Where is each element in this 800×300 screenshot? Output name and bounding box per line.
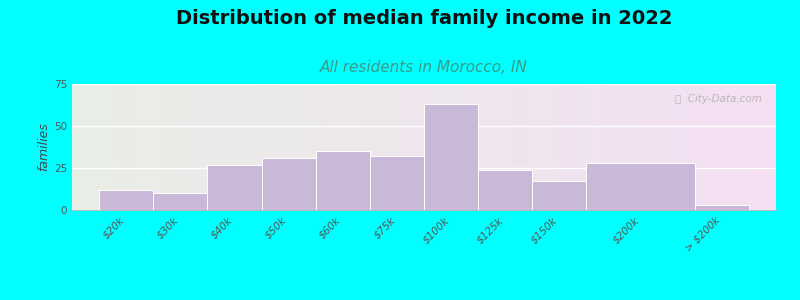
Bar <box>478 170 532 210</box>
Bar <box>345 84 360 210</box>
Bar <box>739 84 754 210</box>
Bar <box>436 84 451 210</box>
Bar <box>451 84 466 210</box>
Bar <box>148 84 163 210</box>
Bar <box>694 205 749 210</box>
Bar <box>694 84 709 210</box>
Bar <box>238 84 254 210</box>
Bar <box>527 84 542 210</box>
Bar <box>178 84 194 210</box>
Bar <box>785 84 800 210</box>
Bar <box>262 158 316 210</box>
Bar <box>558 84 572 210</box>
Bar <box>370 156 424 210</box>
Bar <box>194 84 209 210</box>
Bar <box>678 84 694 210</box>
Bar <box>72 84 87 210</box>
Bar <box>482 84 497 210</box>
Bar <box>87 84 102 210</box>
Text: All residents in Morocco, IN: All residents in Morocco, IN <box>320 60 528 75</box>
Bar <box>269 84 284 210</box>
Bar <box>209 84 224 210</box>
Bar <box>207 165 262 210</box>
Y-axis label: families: families <box>37 123 50 171</box>
Bar <box>586 163 694 210</box>
Bar <box>118 84 133 210</box>
Bar <box>314 84 330 210</box>
Bar <box>542 84 558 210</box>
Bar <box>572 84 587 210</box>
Bar <box>254 84 269 210</box>
Text: Distribution of median family income in 2022: Distribution of median family income in … <box>176 9 672 28</box>
Bar <box>618 84 633 210</box>
Bar <box>587 84 602 210</box>
Bar <box>406 84 421 210</box>
Text: ⓘ  City-Data.com: ⓘ City-Data.com <box>675 94 762 104</box>
Bar <box>102 84 118 210</box>
Bar <box>497 84 512 210</box>
Bar <box>390 84 406 210</box>
Bar <box>99 190 154 210</box>
Bar <box>284 84 299 210</box>
Bar <box>299 84 314 210</box>
Bar <box>330 84 345 210</box>
Bar <box>154 193 207 210</box>
Bar <box>512 84 527 210</box>
Bar <box>375 84 390 210</box>
Bar <box>770 84 785 210</box>
Bar <box>754 84 770 210</box>
Bar <box>663 84 678 210</box>
Bar <box>648 84 663 210</box>
Bar <box>633 84 648 210</box>
Bar <box>724 84 739 210</box>
Bar <box>466 84 482 210</box>
Bar <box>133 84 148 210</box>
Bar <box>421 84 436 210</box>
Bar <box>602 84 618 210</box>
Bar <box>709 84 724 210</box>
Bar <box>224 84 238 210</box>
Bar <box>163 84 178 210</box>
Bar <box>424 104 478 210</box>
Bar <box>360 84 375 210</box>
Bar <box>316 151 370 210</box>
Bar <box>532 182 586 210</box>
